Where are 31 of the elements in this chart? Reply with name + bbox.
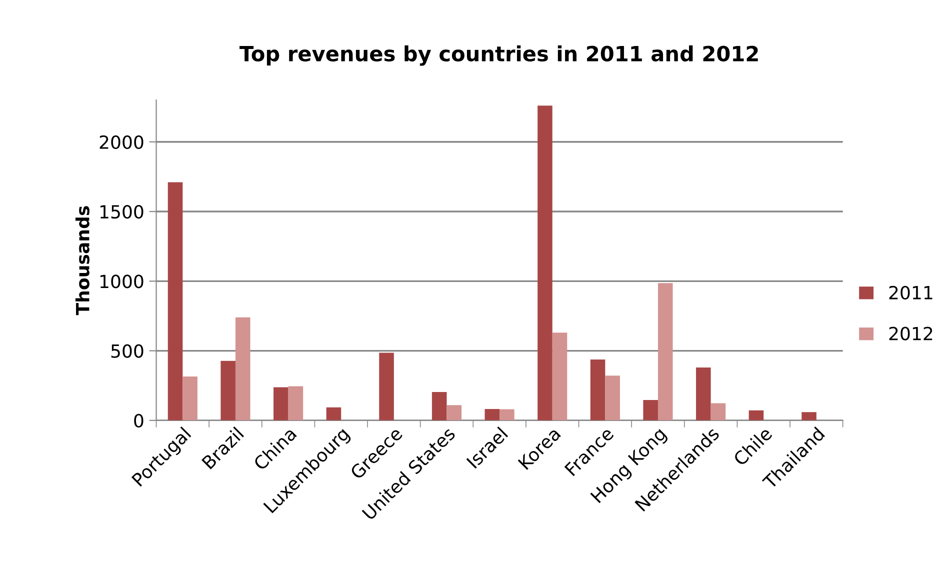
chart-title: Top revenues by countries in 2011 and 2012 — [240, 45, 758, 66]
bar — [235, 317, 250, 420]
bar — [696, 368, 711, 420]
bar — [274, 387, 288, 420]
bar — [658, 283, 673, 420]
bar — [590, 360, 606, 420]
bar — [748, 410, 764, 420]
bar — [326, 407, 342, 420]
y-tick-label: 1000 — [100, 274, 144, 288]
legend-label: 2011 — [889, 286, 932, 300]
bar — [446, 405, 462, 420]
bar — [500, 409, 514, 420]
bar — [182, 376, 198, 420]
bar — [288, 386, 304, 420]
y-tick-label: 1500 — [100, 204, 144, 219]
y-tick-label: 500 — [111, 344, 144, 358]
bar — [220, 360, 236, 420]
bar — [484, 409, 500, 420]
bar — [379, 352, 394, 420]
bar — [802, 412, 816, 420]
legend-label: 2012 — [889, 326, 932, 340]
bar — [710, 403, 726, 420]
y-axis-title: Thousands — [75, 206, 90, 316]
bar — [552, 332, 568, 420]
bar — [432, 392, 447, 420]
bar — [605, 376, 620, 420]
y-tick-label: 2000 — [100, 135, 144, 149]
bar — [538, 106, 552, 420]
y-tick-label: 0 — [134, 414, 144, 428]
bar — [643, 400, 658, 420]
bar — [168, 182, 183, 420]
